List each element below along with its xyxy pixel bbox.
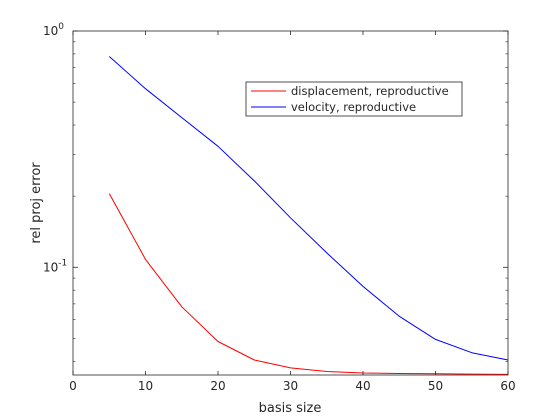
ticks-layer: 0 10 20 30 40 50 60 10-1 100 — [43, 22, 516, 393]
legend-label: velocity, reproductive — [291, 100, 416, 114]
x-axis-label: basis size — [259, 401, 322, 416]
x-tick-label: 40 — [355, 379, 370, 393]
y-tick-label: 10-1 — [43, 258, 67, 274]
legend: displacement, reproductive velocity, repr… — [245, 81, 463, 117]
legend-label: displacement, reproductive — [291, 84, 449, 98]
x-tick-label: 60 — [500, 379, 515, 393]
x-tick-label: 20 — [210, 379, 225, 393]
series-layer — [108, 56, 509, 375]
x-tick-label: 30 — [283, 379, 298, 393]
x-tick-label: 50 — [428, 379, 443, 393]
series-line-2 — [108, 56, 509, 361]
y-tick-label: 100 — [43, 22, 64, 38]
legend-box — [245, 81, 463, 117]
series-line-1 — [108, 193, 509, 375]
x-tick-label: 10 — [138, 379, 153, 393]
x-tick-label: 0 — [69, 379, 77, 393]
y-axis-label: rel proj error — [29, 162, 44, 244]
